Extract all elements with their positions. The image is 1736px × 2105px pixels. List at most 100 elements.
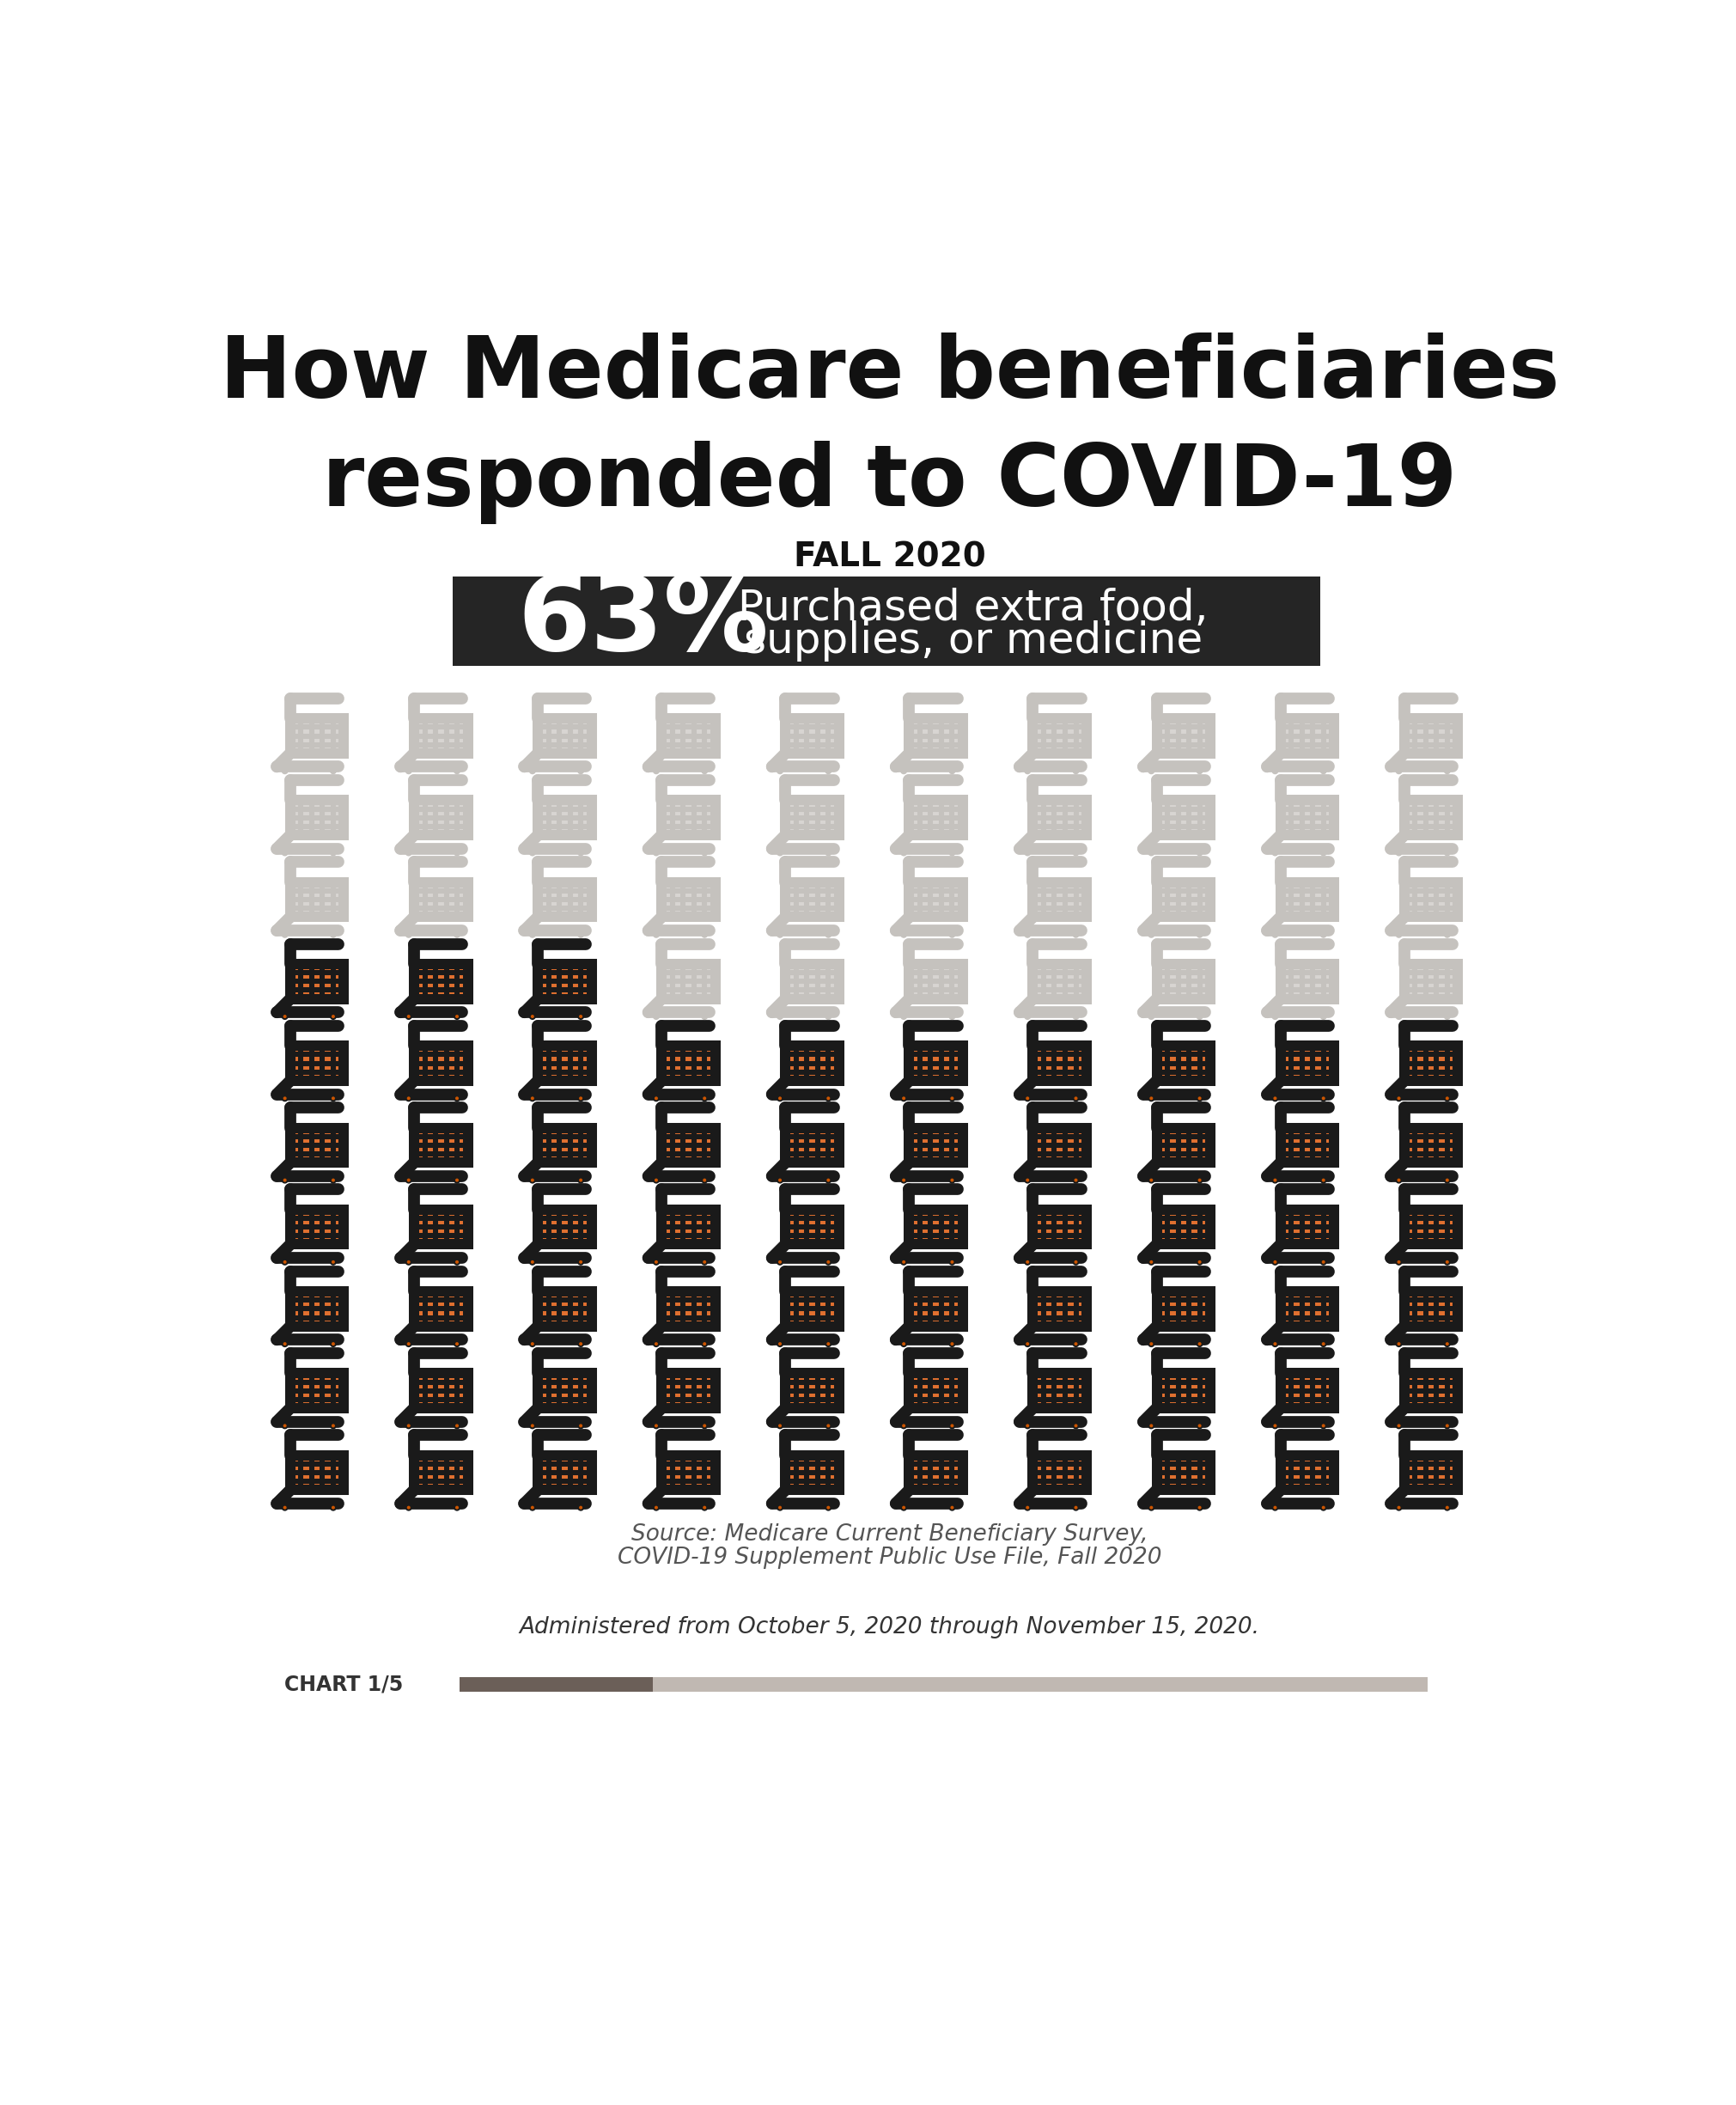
Circle shape (1147, 930, 1154, 939)
Circle shape (578, 1013, 585, 1021)
Circle shape (332, 1505, 335, 1509)
Circle shape (453, 1095, 460, 1101)
Bar (290, 1128, 344, 1162)
Bar (1404, 718, 1458, 754)
Circle shape (332, 1343, 335, 1345)
Circle shape (654, 1097, 658, 1101)
Circle shape (578, 930, 585, 939)
Circle shape (1147, 1423, 1154, 1429)
Circle shape (1444, 930, 1451, 939)
Circle shape (1149, 1261, 1153, 1263)
Circle shape (453, 1505, 460, 1511)
Circle shape (455, 1097, 458, 1101)
Bar (1404, 882, 1458, 918)
Circle shape (1274, 1097, 1276, 1101)
Circle shape (531, 1343, 535, 1345)
Text: FALL 2020: FALL 2020 (793, 541, 986, 575)
Circle shape (1321, 1179, 1325, 1181)
Circle shape (406, 1097, 410, 1101)
Text: How Medicare beneficiaries: How Medicare beneficiaries (220, 333, 1559, 417)
Bar (538, 1292, 592, 1326)
Bar (538, 718, 592, 754)
Circle shape (281, 1341, 288, 1347)
Circle shape (950, 1179, 953, 1181)
Circle shape (578, 1095, 585, 1101)
Bar (538, 1210, 592, 1244)
Circle shape (703, 1423, 707, 1427)
Circle shape (701, 1095, 708, 1101)
Circle shape (950, 1097, 953, 1101)
Bar (785, 1372, 838, 1408)
Circle shape (281, 1423, 288, 1429)
Circle shape (529, 1341, 536, 1347)
Circle shape (455, 1343, 458, 1345)
Circle shape (1272, 930, 1278, 939)
Circle shape (826, 1261, 830, 1263)
Circle shape (1446, 1423, 1450, 1427)
Circle shape (825, 1013, 832, 1021)
Circle shape (1396, 1423, 1403, 1429)
Circle shape (1396, 1177, 1403, 1183)
Circle shape (654, 1423, 658, 1427)
Circle shape (826, 1097, 830, 1101)
Bar (538, 1372, 592, 1408)
Circle shape (825, 930, 832, 939)
Bar (1404, 1046, 1458, 1080)
Circle shape (283, 1097, 286, 1101)
Circle shape (1321, 1343, 1325, 1345)
Circle shape (281, 1177, 288, 1183)
Circle shape (1073, 768, 1080, 775)
Circle shape (1198, 1097, 1201, 1101)
Bar (1156, 800, 1210, 836)
Circle shape (1396, 1259, 1403, 1265)
Circle shape (1446, 1097, 1450, 1101)
Circle shape (580, 1343, 583, 1345)
Circle shape (776, 1505, 783, 1511)
Circle shape (948, 930, 955, 939)
Bar (1033, 964, 1087, 1000)
Circle shape (1272, 1095, 1278, 1101)
Circle shape (701, 1177, 708, 1183)
Circle shape (903, 1179, 906, 1181)
Circle shape (776, 1341, 783, 1347)
Circle shape (778, 1505, 781, 1509)
Circle shape (950, 1505, 953, 1509)
Circle shape (330, 848, 337, 857)
Circle shape (578, 1259, 585, 1265)
Circle shape (578, 1505, 585, 1511)
Text: 63%: 63% (517, 570, 769, 671)
Circle shape (406, 1179, 410, 1181)
Circle shape (453, 930, 460, 939)
Circle shape (1272, 1341, 1278, 1347)
Circle shape (1319, 1423, 1326, 1429)
Circle shape (1396, 930, 1403, 939)
Circle shape (578, 1341, 585, 1347)
Bar (910, 1128, 963, 1162)
Circle shape (1075, 1261, 1078, 1263)
Circle shape (654, 1179, 658, 1181)
Circle shape (948, 1177, 955, 1183)
Circle shape (529, 930, 536, 939)
Bar (413, 1292, 467, 1326)
Circle shape (701, 848, 708, 857)
Circle shape (948, 1423, 955, 1429)
Circle shape (903, 1423, 906, 1427)
Circle shape (1274, 1505, 1276, 1509)
Bar (290, 718, 344, 754)
Bar (413, 1210, 467, 1244)
Bar (1156, 1455, 1210, 1490)
Circle shape (778, 1097, 781, 1101)
Circle shape (283, 1179, 286, 1181)
Circle shape (1446, 1179, 1450, 1181)
Bar (661, 1455, 715, 1490)
Circle shape (653, 1505, 660, 1511)
Bar (1156, 964, 1210, 1000)
Circle shape (330, 1013, 337, 1021)
Circle shape (826, 1423, 830, 1427)
Circle shape (1149, 1505, 1153, 1509)
Circle shape (1274, 1261, 1276, 1263)
Circle shape (1196, 848, 1203, 857)
Circle shape (453, 1177, 460, 1183)
Circle shape (703, 1505, 707, 1509)
Circle shape (1396, 1341, 1403, 1347)
